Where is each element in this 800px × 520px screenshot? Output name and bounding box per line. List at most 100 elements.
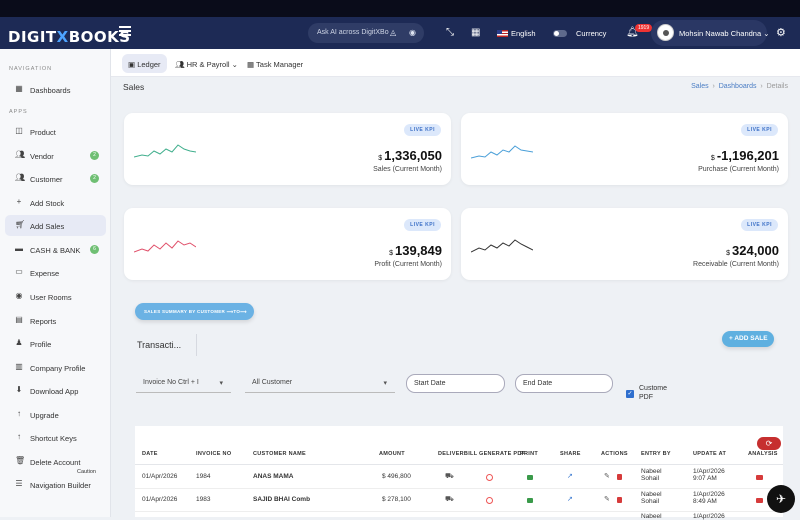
table-cell-customer: SAJID BHAI Comb — [253, 496, 311, 503]
analysis-icon[interactable] — [756, 475, 763, 480]
custome-pdf-checkbox[interactable]: ✓ — [626, 390, 634, 398]
breadcrumb-dashboards[interactable]: Dashboards — [718, 83, 757, 90]
chevron-down-icon: ⌄ — [231, 60, 238, 69]
ai-sparkle-icon[interactable]: ◬ — [390, 28, 397, 37]
kpi-label: Receivable (Current Month) — [693, 261, 779, 268]
share-icon[interactable]: ↗ — [567, 473, 573, 480]
currency-toggle[interactable] — [553, 30, 567, 37]
refresh-icon: ⟳ — [765, 439, 773, 448]
sidebar-item-company-profile[interactable]: ▥ Company Profile — [15, 362, 86, 374]
table-cell-invoice[interactable]: 1983 — [196, 496, 211, 503]
users-icon: 👥︎ — [15, 173, 26, 182]
invoice-select[interactable]: Invoice No Ctrl + I — [136, 374, 231, 393]
trash-icon[interactable] — [617, 497, 622, 503]
kpi-label: Purchase (Current Month) — [698, 166, 779, 173]
printer-icon[interactable] — [527, 475, 533, 480]
tab-hr-payroll[interactable]: 👥︎ HR & Payroll ⌄ — [175, 60, 238, 69]
bell-icon[interactable]: 🔔︎ — [626, 27, 639, 38]
table-cell-customer: ANAS MAMA — [253, 473, 294, 480]
calendar-icon: ▦ — [247, 60, 255, 69]
customer-select[interactable]: All Customer — [245, 374, 395, 393]
pdf-icon[interactable] — [486, 497, 493, 504]
grid-icon: ▦ — [15, 84, 23, 93]
kpi-card-purchase: LIVE KPI $ -1,196,201 Purchase (Current M… — [461, 113, 788, 185]
sidebar-item-delete-account[interactable]: 🗑︎ Delete Account — [15, 456, 81, 468]
users-icon: 👥︎ — [15, 150, 26, 159]
edit-icon[interactable]: ✎ — [604, 473, 610, 480]
share-icon[interactable]: ↗ — [567, 496, 573, 503]
arrow-up-icon: ↑ — [17, 432, 21, 441]
user-menu[interactable]: Mohsin Nawab Chandna ⌄ — [651, 20, 770, 46]
pdf-icon[interactable] — [486, 474, 493, 481]
kpi-value: $324,000 — [726, 243, 779, 258]
custome-pdf-label: Custome PDF — [639, 385, 668, 401]
ledger-icon: ▣ — [128, 60, 136, 69]
tab-task-manager[interactable]: ▦ Task Manager — [247, 60, 304, 69]
sidebar-item-reports[interactable]: ▤ Reports — [15, 315, 57, 327]
sidebar-item-vendor[interactable]: 👥︎ Vendor 2 — [5, 145, 106, 166]
ai-eye-icon[interactable]: ◉ — [409, 28, 416, 37]
fullscreen-icon[interactable]: ⤡ — [446, 27, 454, 38]
breadcrumb-sales[interactable]: Sales — [691, 83, 709, 90]
col-header-invoice[interactable]: INVOICE NO — [196, 451, 232, 457]
sidebar-item-product[interactable]: ◫ Product — [15, 126, 56, 138]
sidebar-item-add-sales[interactable]: 🛒︎ Add Sales — [5, 215, 106, 236]
col-header-date[interactable]: DATE — [142, 451, 158, 457]
table-cell-update-at: 1/Apr/2026 9:07 AM — [693, 468, 725, 482]
sidebar-item-add-stock[interactable]: + Add Stock — [16, 197, 65, 209]
kpi-value: $1,336,050 — [378, 148, 442, 163]
table-cell-invoice[interactable]: 1984 — [196, 473, 211, 480]
sidebar-item-navigation-builder[interactable]: ☰ Navigation Builder — [15, 479, 91, 491]
page-title: Sales — [123, 82, 145, 92]
sidebar-item-profile[interactable]: ♟ Profile — [15, 338, 52, 350]
sidebar-item-shortcut-keys[interactable]: ↑ Shortcut Keys — [17, 432, 77, 444]
printer-icon[interactable] — [527, 498, 533, 503]
gear-icon[interactable]: ⚙ — [776, 27, 786, 39]
sidebar-item-download-app[interactable]: ⬇ Download App — [15, 385, 79, 397]
assistant-fab-button[interactable]: ✈ — [767, 485, 795, 513]
edit-icon[interactable]: ✎ — [604, 496, 610, 503]
truck-icon[interactable]: ⛟ — [445, 496, 454, 503]
vendor-count-badge: 2 — [90, 151, 99, 160]
sidebar-item-customer[interactable]: 👥︎ Customer 2 — [5, 168, 106, 189]
cube-icon: ◫ — [15, 126, 23, 135]
us-flag-icon — [497, 30, 508, 37]
col-header-entry-by[interactable]: ENTRY BY — [641, 451, 671, 457]
building-icon: ▥ — [15, 362, 23, 371]
divider — [196, 334, 197, 356]
apps-grid-icon[interactable]: ▦ — [471, 27, 481, 38]
sidebar-item-cash-bank[interactable]: ▬ CASH & BANK 6 — [5, 239, 106, 260]
app-logo[interactable]: DIGITXBOOKS — [8, 28, 131, 46]
customer-count-badge: 2 — [90, 174, 99, 183]
menu-toggle-icon[interactable] — [119, 26, 131, 36]
sidebar-section-apps: APPS — [9, 109, 28, 115]
sidebar-section-navigation: NAVIGATION — [9, 66, 53, 72]
sidebar-item-upgrade[interactable]: ↑ Upgrade — [17, 409, 59, 421]
col-header-generate-pdf: GENERATE PDF — [479, 451, 526, 457]
add-sale-button[interactable]: + ADD SALE — [722, 331, 774, 347]
col-header-share: SHARE — [560, 451, 581, 457]
language-selector[interactable]: English — [497, 29, 536, 38]
sales-table: DATE INVOICE NO CUSTOMER NAME AMOUNT DEL… — [135, 426, 783, 520]
refresh-button[interactable]: ⟳ — [757, 437, 781, 450]
ai-search-input[interactable]: Ask AI across DigitXBo ◬ ◉ — [308, 23, 424, 43]
col-header-update-at[interactable]: UPDATE AT — [693, 451, 727, 457]
end-date-input[interactable]: End Date — [515, 374, 613, 393]
table-cell-entry-by: Nabeel Sohail — [641, 468, 662, 482]
sidebar-item-expense[interactable]: ▭ Expense — [15, 267, 60, 279]
tab-ledger[interactable]: ▣ Ledger — [122, 54, 167, 73]
col-header-customer[interactable]: CUSTOMER NAME — [253, 451, 306, 457]
sidebar-item-user-rooms[interactable]: ◉ User Rooms — [15, 291, 72, 303]
truck-icon[interactable]: ⛟ — [445, 473, 454, 480]
analysis-icon[interactable] — [756, 498, 763, 503]
table-cell-date: 01/Apr/2026 — [142, 473, 178, 480]
col-header-amount[interactable]: AMOUNT — [379, 451, 405, 457]
start-date-input[interactable]: Start Date — [406, 374, 505, 393]
kpi-label: Sales (Current Month) — [373, 166, 442, 173]
table-cell-date: 01/Apr/2026 — [142, 496, 178, 503]
rocket-icon: ✈ — [775, 492, 787, 506]
trash-icon[interactable] — [617, 474, 622, 480]
sales-summary-button[interactable]: SALES SUMMARY BY CUSTOMER ⟶TO⟶ — [135, 303, 254, 320]
sidebar-item-dashboards[interactable]: ▦ Dashboards — [15, 84, 71, 96]
avatar — [657, 24, 674, 41]
